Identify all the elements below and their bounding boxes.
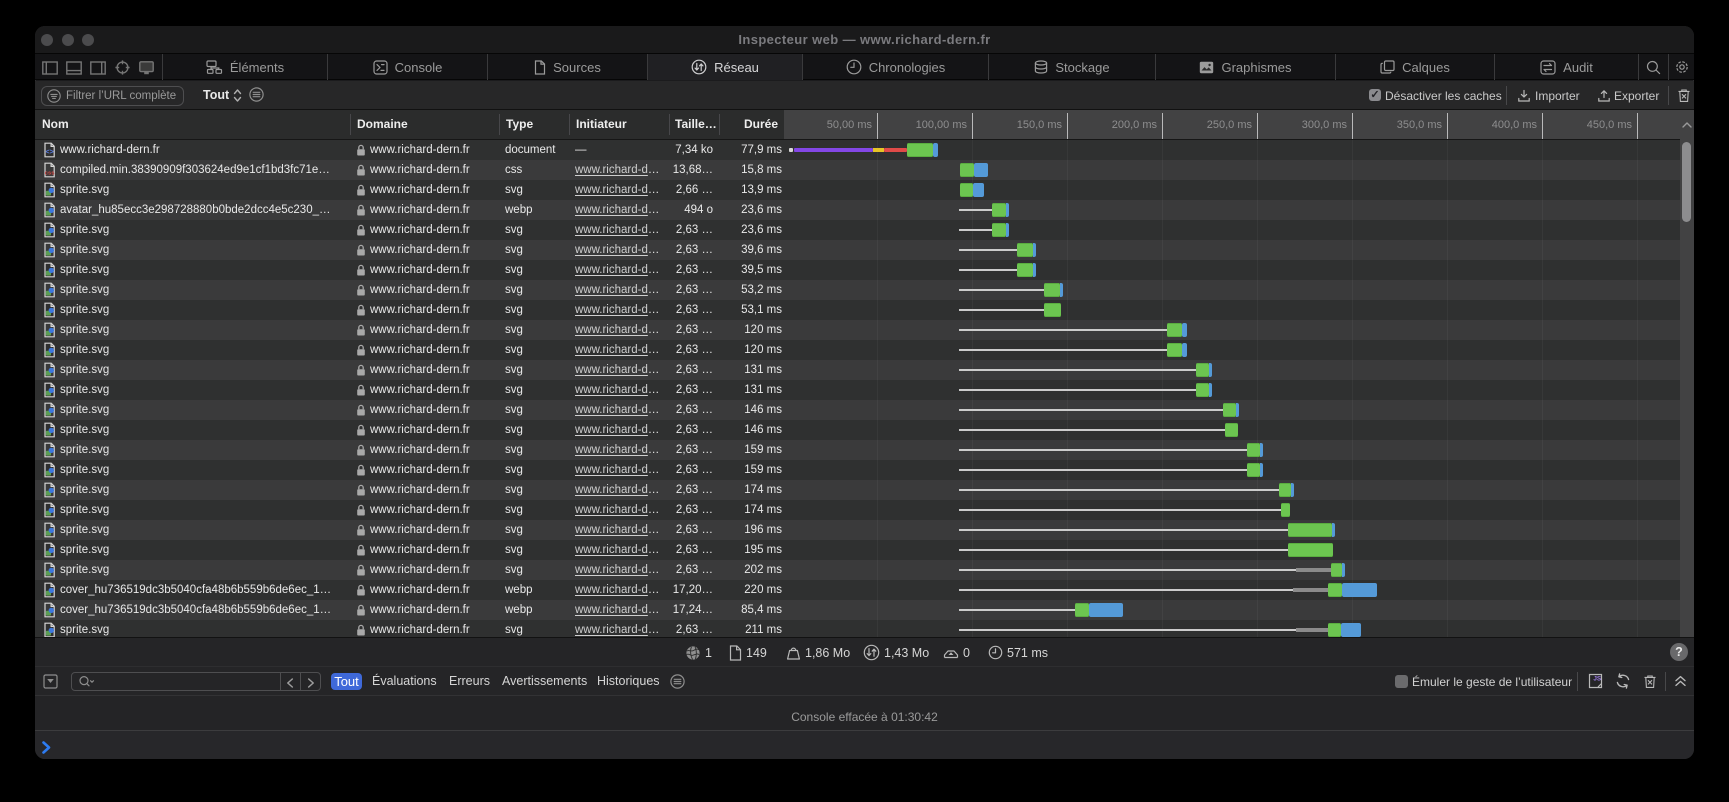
- svg-text:JS: JS: [1593, 676, 1602, 683]
- svg-text:css: css: [45, 170, 55, 176]
- svg-text:<>: <>: [46, 149, 54, 156]
